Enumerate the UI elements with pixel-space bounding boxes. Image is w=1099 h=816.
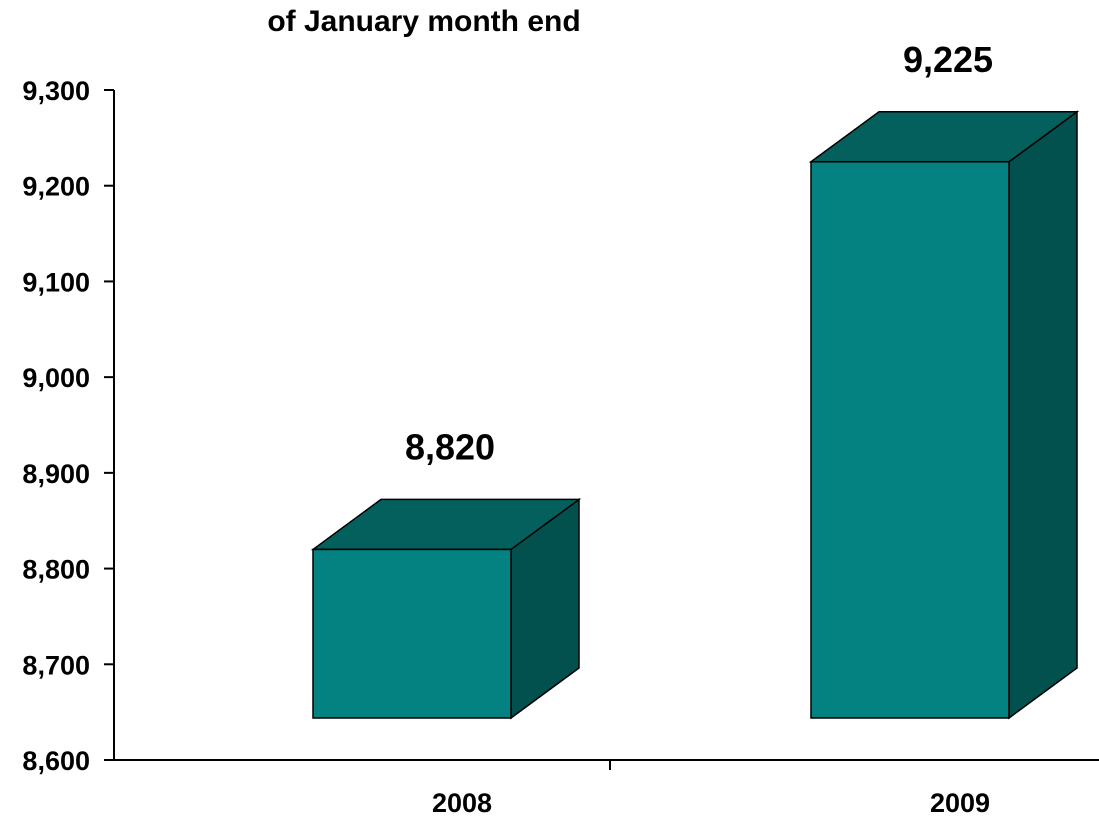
y-tick-label: 8,900: [22, 459, 90, 489]
x-axis: 2008 2009: [114, 759, 1099, 816]
bar-side-face: [1008, 110, 1078, 720]
bars: [310, 110, 1080, 720]
bar-front-face: [810, 161, 1010, 719]
y-tick-label: 9,300: [22, 76, 90, 106]
x-tick-label: 2009: [930, 788, 990, 816]
data-labels: 8,820 9,225: [405, 39, 993, 468]
y-tick-label: 9,200: [22, 172, 90, 202]
bar-2008: [310, 497, 582, 720]
y-tick-label: 8,800: [22, 555, 90, 585]
data-label-2008: 8,820: [405, 426, 495, 467]
bar-2009: [808, 110, 1080, 720]
chart-title: of January month end: [267, 5, 580, 38]
y-tick-label: 8,600: [22, 746, 90, 776]
x-tick-label: 2008: [432, 788, 492, 816]
y-tick-label: 9,100: [22, 267, 90, 297]
y-axis: 8,600 8,700 8,800 8,900 9,000 9,100 9,200 9,300: [22, 76, 115, 776]
bar-front-face: [312, 548, 512, 719]
y-tick-label: 8,700: [22, 650, 90, 680]
y-tick-label: 9,000: [22, 363, 90, 393]
data-label-2009: 9,225: [903, 39, 993, 80]
